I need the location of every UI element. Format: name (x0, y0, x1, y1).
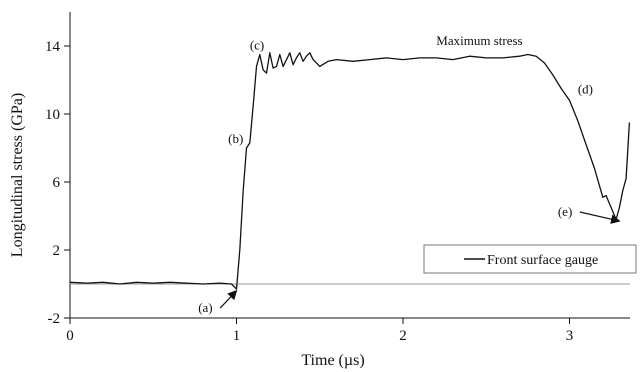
y-axis-title: Longitudinal stress (GPa) (9, 93, 26, 257)
legend-label: Front surface gauge (487, 253, 598, 268)
annotation-label: (d) (578, 82, 593, 97)
ticks: -2 2 6 10 14 0 1 2 3 (45, 39, 573, 344)
axes (69, 12, 630, 319)
legend-box (423, 244, 637, 274)
annotations: (a) (b) (c) (d) (e) Maximum stress (198, 33, 621, 315)
annotation-arrow (219, 289, 238, 309)
series-line (69, 52, 631, 290)
x-tick-label: 1 (233, 328, 241, 344)
annotation-label: (a) (198, 300, 212, 315)
y-tick-label: 14 (45, 39, 61, 55)
x-tick-label: 3 (566, 328, 574, 344)
annotation-arrow (579, 211, 621, 224)
annotation-label: (c) (250, 37, 264, 52)
y-tick-label: 6 (53, 175, 61, 191)
annotation-label: (e) (558, 204, 572, 219)
series-layer (69, 52, 631, 290)
annotation-label: (b) (228, 131, 243, 146)
annotation-label: Maximum stress (436, 33, 522, 48)
x-axis-title: Time (µs) (301, 352, 364, 369)
y-tick-label: 2 (53, 243, 61, 259)
x-tick-label: 0 (66, 328, 74, 344)
y-tick-label: 10 (45, 107, 60, 123)
x-tick-label: 2 (399, 328, 407, 344)
y-tick-label: -2 (48, 311, 61, 327)
legend: Front surface gauge (423, 244, 637, 274)
